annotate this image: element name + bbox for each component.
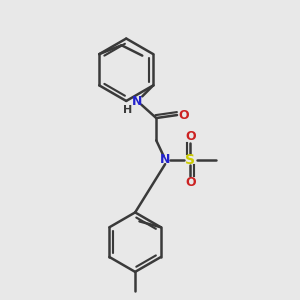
Text: S: S: [185, 153, 195, 167]
Text: N: N: [132, 95, 142, 108]
Text: O: O: [178, 109, 189, 122]
Text: O: O: [185, 130, 196, 143]
Text: H: H: [123, 105, 133, 115]
Text: N: N: [160, 153, 170, 166]
Text: O: O: [185, 176, 196, 189]
